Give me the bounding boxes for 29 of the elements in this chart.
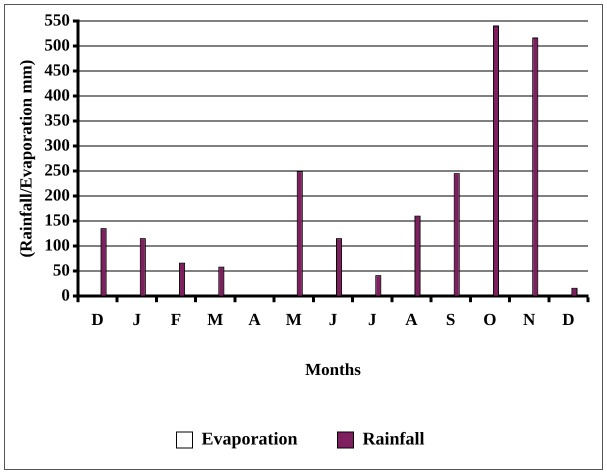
x-tick-label: D	[562, 310, 575, 329]
y-tick-label: 50	[52, 260, 70, 280]
y-tick-label: 400	[44, 85, 70, 104]
y-tick-label: 500	[44, 35, 70, 54]
x-tick-label: A	[405, 310, 418, 329]
y-tick-label: 450	[44, 60, 70, 80]
x-tick-label: O	[483, 310, 497, 329]
y-tick-label: 200	[44, 186, 70, 205]
y-tick-label: 0	[61, 286, 70, 305]
x-tick-label: M	[286, 310, 302, 329]
y-tick-label: 100	[44, 236, 70, 255]
x-tick-label: J	[132, 310, 142, 329]
legend-label: Rainfall	[362, 428, 425, 449]
x-tick-label: J	[328, 310, 338, 329]
x-axis-title: Months	[305, 360, 362, 380]
y-tick-label: 300	[44, 135, 70, 154]
x-tick-label: J	[368, 310, 377, 329]
x-tick-label: N	[523, 310, 536, 329]
y-tick-label: 250	[44, 160, 70, 180]
y-tick-label: 150	[44, 210, 70, 230]
x-tick-label: D	[91, 310, 104, 329]
y-axis-title: (Rainfall/Evaporation mm)	[16, 60, 36, 258]
x-tick-label: F	[170, 310, 182, 329]
x-tick-label: S	[446, 310, 456, 329]
y-tick-label: 550	[44, 10, 70, 30]
y-tick-label: 350	[44, 110, 70, 130]
x-tick-label: A	[248, 310, 262, 329]
x-tick-label: M	[207, 310, 224, 329]
legend-label: Evaporation	[201, 428, 298, 449]
